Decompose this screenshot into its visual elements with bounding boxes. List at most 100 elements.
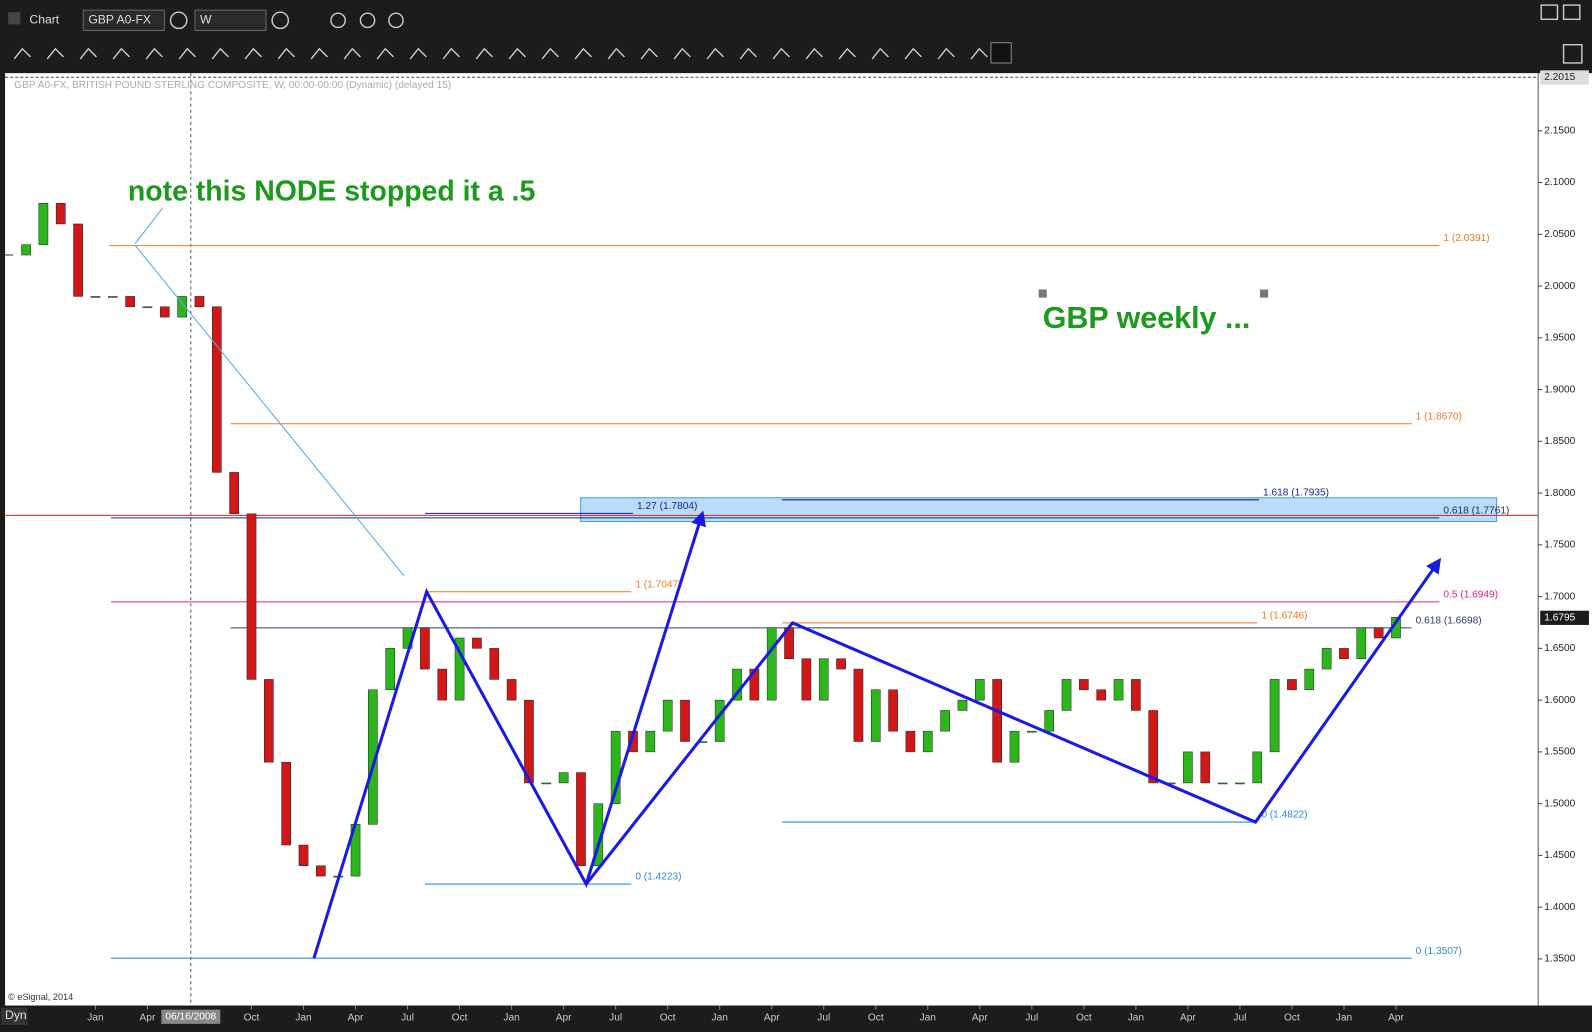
candle (21, 244, 31, 256)
tool-button[interactable] (409, 47, 427, 60)
interval-box[interactable] (194, 9, 267, 31)
magnet-button[interactable] (990, 42, 1012, 64)
y-tick-label: 1.5000 (1544, 798, 1575, 809)
tool-button[interactable] (376, 47, 394, 60)
top-price-box (1540, 70, 1589, 85)
candle (107, 296, 118, 298)
tool-button[interactable] (970, 47, 988, 60)
tool-button[interactable] (244, 47, 262, 60)
candle (1373, 627, 1384, 639)
candle (922, 730, 933, 753)
candle (1148, 710, 1159, 784)
tool-button[interactable] (79, 47, 97, 60)
tool-button[interactable] (838, 47, 856, 60)
dyn-label[interactable]: Dyn (5, 1008, 27, 1022)
x-tick-label: Oct (1076, 1012, 1092, 1023)
fib-label: 0 (1.3507) (1416, 946, 1462, 957)
tool-button[interactable] (178, 47, 196, 60)
last-price-label: 1.6795 (1544, 613, 1575, 624)
symbol-box[interactable] (82, 9, 165, 31)
candle (246, 513, 257, 680)
fib-label: 1.618 (1.7935) (1263, 487, 1329, 498)
candle (732, 668, 742, 701)
annotation: GBP weekly ... (1043, 301, 1251, 335)
x-tick-label: Oct (244, 1012, 260, 1023)
toolbar-button[interactable] (1562, 43, 1583, 64)
copyright: © eSignal, 2014 (8, 992, 73, 1002)
y-tick-label: 1.4500 (1544, 850, 1575, 861)
x-tick-label: Jul (1233, 1012, 1246, 1023)
candle (957, 699, 968, 711)
play-button[interactable] (359, 12, 376, 29)
fib-label: 0 (1.4223) (635, 872, 681, 883)
symbol[interactable]: GBP A0-FX (88, 13, 151, 27)
candle (1183, 751, 1193, 784)
tool-button[interactable] (772, 47, 790, 60)
tool-button[interactable] (871, 47, 889, 60)
tool-button[interactable] (904, 47, 922, 60)
a-button[interactable] (388, 12, 404, 29)
tool-button[interactable] (343, 47, 361, 60)
fib-label: 1 (1.8670) (1416, 411, 1462, 422)
plot-content: 1 (2.0391) 1 (1.8670) 1.618 (1.7935) 1.27 (… (5, 73, 1539, 1006)
time-axis (0, 1005, 1592, 1032)
candle (524, 699, 534, 784)
candle (454, 637, 465, 701)
tool-button[interactable] (508, 47, 526, 60)
x-tick-label: Jan (712, 1012, 728, 1023)
dyn-box[interactable] (1, 1007, 28, 1025)
refresh-button[interactable] (330, 12, 346, 29)
x-tick-label: Oct (660, 1012, 676, 1023)
tool-button[interactable] (805, 47, 823, 60)
close-button[interactable] (1562, 4, 1581, 21)
tool-button[interactable] (574, 47, 592, 60)
candle (316, 865, 326, 877)
candle (437, 668, 448, 701)
tool-button[interactable] (46, 47, 64, 60)
x-tick-label: Oct (452, 1012, 468, 1023)
x-tick-label: Jan (1336, 1012, 1352, 1023)
cursor-box (161, 1009, 221, 1024)
tool-button[interactable] (310, 47, 328, 60)
y-tick-label: 1.6000 (1544, 695, 1575, 706)
clock-button[interactable] (271, 11, 290, 30)
tool-button[interactable] (673, 47, 691, 60)
tool-button[interactable] (475, 47, 493, 60)
x-tick-label: Jan (503, 1012, 519, 1023)
candle (159, 306, 170, 318)
candle (1252, 751, 1263, 784)
tool-button[interactable] (706, 47, 724, 60)
candle (888, 689, 898, 732)
interval[interactable]: W (200, 13, 212, 27)
tool-button[interactable] (640, 47, 658, 60)
tool-button[interactable] (607, 47, 625, 60)
tool-button[interactable] (937, 47, 955, 60)
tool-button[interactable] (277, 47, 295, 60)
restore-button[interactable] (1540, 4, 1559, 21)
candle (264, 679, 274, 763)
tool-button[interactable] (145, 47, 163, 60)
settings-button[interactable] (169, 11, 188, 30)
candle (368, 689, 378, 825)
tool-button[interactable] (13, 47, 31, 60)
tool-button[interactable] (541, 47, 559, 60)
y-tick-label: 1.9500 (1544, 333, 1575, 344)
candle (177, 296, 187, 318)
candle (1113, 679, 1124, 701)
tool-button[interactable] (112, 47, 130, 60)
fib-label: 0.618 (1.7761) (1443, 505, 1509, 516)
tool-button[interactable] (211, 47, 229, 60)
candle (1235, 782, 1245, 785)
x-tick-label: Apr (1180, 1012, 1196, 1023)
candle (1356, 627, 1367, 659)
y-tick-label: 1.3500 (1544, 954, 1575, 965)
tool-button[interactable] (739, 47, 757, 60)
candle (1304, 668, 1315, 691)
handle (1259, 289, 1269, 298)
x-tick-label: Jan (920, 1012, 936, 1023)
candle (766, 627, 777, 701)
last-price-box (1540, 610, 1589, 625)
pattern-line (584, 557, 1442, 886)
tool-button[interactable] (442, 47, 460, 60)
candle (1079, 679, 1089, 691)
